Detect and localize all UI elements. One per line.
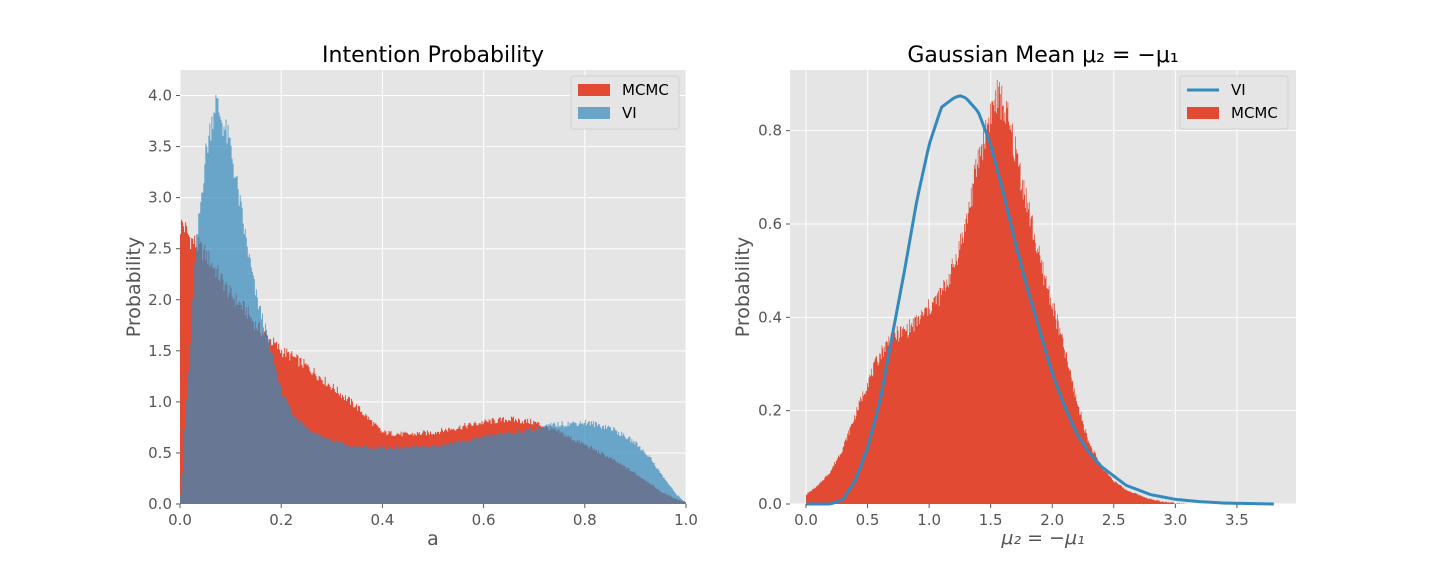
y-tick-label: 0.2 <box>758 402 782 420</box>
y-tick-label: 2.5 <box>148 240 172 258</box>
x-tick-label: 3.0 <box>1163 511 1187 529</box>
legend-label-mcmc: MCMC <box>1231 104 1278 122</box>
x-axis-label: a <box>427 528 439 550</box>
x-tick-label: 0.5 <box>856 511 880 529</box>
legend-swatch-mcmc <box>1187 107 1219 119</box>
x-tick-label: 0.6 <box>472 511 496 529</box>
histogram-panel-gaussian-mean: 0.0 0.5 1.0 1.5 2.0 2.5 3.0 3.50.00.20.40.60.8 … <box>732 43 1296 549</box>
histogram-panel-intention: 0.0 0.2 0.4 0.6 0.8 1.0 0.0 0.5 1.0 1.5 2.0 2.5 3.0 3… <box>123 43 698 550</box>
legend-swatch-vi <box>578 107 610 119</box>
y-tick-label: 1.0 <box>148 393 172 411</box>
y-tick-label: 0.0 <box>148 495 172 513</box>
legend-label-mcmc: MCMC <box>622 81 669 99</box>
x-tick-label: 3.5 <box>1225 511 1249 529</box>
y-tick-label: 2.0 <box>148 291 172 309</box>
histogram-bars <box>180 94 686 505</box>
y-tick-label: 0.5 <box>148 444 172 462</box>
tick-labels: 0.0 0.2 0.4 0.6 0.8 1.0 0.0 0.5 1.0 1.5 2.0 2.5 3.0 3… <box>148 87 698 529</box>
legend: VI MCMC <box>1179 75 1289 130</box>
legend-label-vi: VI <box>1231 81 1246 99</box>
histogram-mcmc <box>806 79 1188 504</box>
x-tick-label: 2.5 <box>1102 511 1126 529</box>
histogram-vi <box>180 94 686 504</box>
y-axis-label: Probability <box>123 237 145 337</box>
x-tick-label: 0.0 <box>168 511 192 529</box>
y-tick-label: 4.0 <box>148 87 172 105</box>
y-tick-label: 0.8 <box>758 122 782 140</box>
x-tick-label: 0.2 <box>269 511 293 529</box>
legend: MCMC VI <box>570 75 680 130</box>
y-axis-label: Probability <box>732 237 754 337</box>
tick-labels: 0.0 0.5 1.0 1.5 2.0 2.5 3.0 3.5 0.0 0.2 0.4 0.6 0.8 <box>758 122 1249 529</box>
x-tick-label: 2.0 <box>1040 511 1064 529</box>
chart-title: Intention Probability <box>322 43 544 68</box>
x-axis-label: μ₂ = −μ₁ <box>1000 527 1084 549</box>
x-tick-label: 0.8 <box>573 511 597 529</box>
x-tick-label: 0.4 <box>370 511 394 529</box>
legend-swatch-mcmc <box>578 84 610 96</box>
chart-title: Gaussian Mean μ₂ = −μ₁ <box>907 43 1178 68</box>
y-tick-label: 3.0 <box>148 189 172 207</box>
x-tick-label: 1.0 <box>674 511 698 529</box>
y-tick-label: 1.5 <box>148 342 172 360</box>
x-tick-label: 0.0 <box>794 511 818 529</box>
series-vi <box>180 94 686 504</box>
y-tick-label: 0.4 <box>758 308 782 326</box>
legend-label-vi: VI <box>622 104 637 122</box>
histogram-bars <box>806 79 1188 504</box>
y-tick-label: 3.5 <box>148 138 172 156</box>
x-tick-label: 1.0 <box>917 511 941 529</box>
y-tick-label: 0.0 <box>758 495 782 513</box>
y-tick-label: 0.6 <box>758 215 782 233</box>
x-tick-label: 1.5 <box>979 511 1003 529</box>
series-line-vi <box>806 94 1274 506</box>
